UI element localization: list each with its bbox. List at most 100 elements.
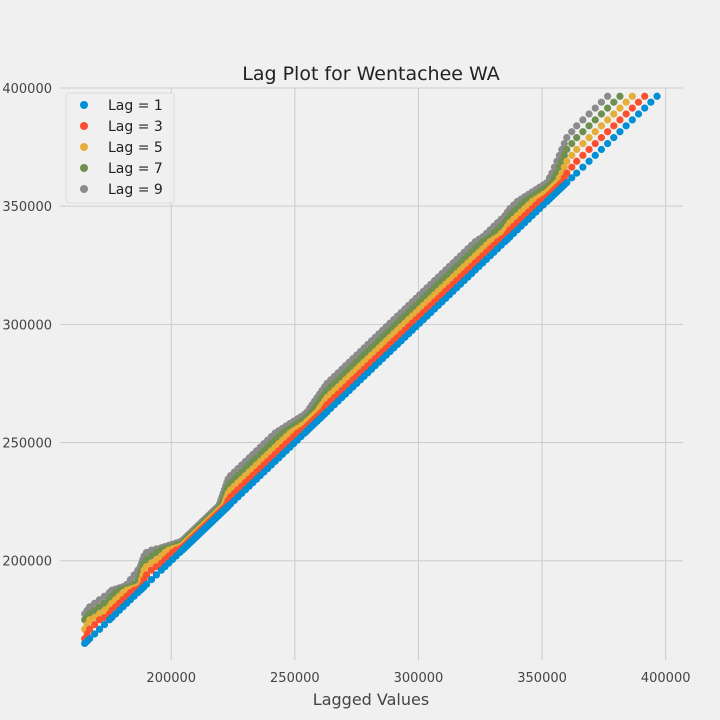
data-point (597, 122, 606, 130)
data-point (573, 145, 581, 154)
data-point (603, 92, 612, 100)
data-point (597, 145, 606, 154)
data-point (641, 104, 649, 112)
y-tick-label: 300000 (2, 318, 52, 333)
data-point (560, 151, 568, 159)
chart-title: Lag Plot for Wentachee WA (242, 63, 500, 85)
x-tick-label: 350000 (517, 671, 567, 686)
data-point (555, 163, 563, 171)
data-point (616, 116, 624, 124)
data-point (573, 134, 581, 142)
data-point (628, 92, 636, 100)
data-point (142, 580, 151, 588)
data-point (142, 571, 151, 579)
data-point (579, 151, 587, 159)
series-lag-1 (81, 92, 661, 648)
data-point (553, 157, 561, 165)
data-point (560, 163, 568, 171)
data-point (585, 134, 593, 142)
data-point (610, 134, 618, 142)
legend-box (65, 92, 175, 204)
data-point (579, 116, 587, 124)
data-point (622, 98, 630, 106)
data-point (628, 104, 636, 112)
y-tick-label: 250000 (2, 437, 52, 452)
data-point (563, 134, 571, 142)
legend: Lag = 1 Lag = 3 Lag = 5 Lag = 7 Lag = 9 (65, 92, 175, 204)
data-point (616, 128, 624, 136)
data-point (647, 98, 655, 106)
data-point (641, 92, 649, 100)
y-tick-label: 200000 (2, 555, 52, 570)
data-point (597, 134, 606, 142)
x-tick-label: 300000 (394, 671, 444, 686)
data-point (563, 157, 571, 165)
data-point (634, 98, 643, 106)
data-point (573, 157, 581, 165)
data-points (81, 92, 661, 648)
data-point (591, 151, 599, 159)
data-point (563, 145, 571, 154)
x-tick-label: 400000 (641, 671, 691, 686)
data-point (610, 98, 618, 106)
data-point (86, 625, 94, 633)
legend-label: Lag = 9 (108, 182, 163, 198)
data-point (152, 571, 161, 579)
x-tick-label: 200000 (146, 671, 196, 686)
data-point (100, 620, 109, 629)
legend-marker (80, 122, 88, 130)
legend-label: Lag = 3 (108, 119, 163, 135)
data-point (616, 104, 624, 112)
data-point (95, 625, 104, 633)
x-axis-label: Lagged Values (313, 690, 429, 709)
grid-lines (60, 87, 683, 660)
data-point (622, 110, 630, 118)
data-point (603, 128, 612, 136)
data-point (622, 122, 630, 130)
data-point (568, 174, 576, 182)
y-tick-label: 400000 (2, 82, 52, 97)
legend-marker (80, 143, 88, 151)
data-point (560, 139, 568, 148)
data-point (91, 620, 99, 629)
data-point (568, 128, 576, 136)
data-point (610, 110, 618, 118)
legend-label: Lag = 7 (108, 161, 163, 177)
data-point (550, 163, 559, 171)
data-point (591, 116, 599, 124)
legend-marker (80, 164, 88, 172)
y-tick-labels: 200000 250000 300000 350000 400000 (2, 82, 52, 570)
legend-label: Lag = 5 (108, 140, 163, 156)
data-point (610, 122, 618, 130)
data-point (147, 576, 156, 584)
data-point (591, 139, 599, 148)
data-point (616, 92, 624, 100)
data-point (585, 122, 593, 130)
data-point (568, 163, 576, 171)
data-point (585, 145, 593, 154)
data-point (91, 630, 99, 638)
data-point (591, 104, 599, 112)
data-point (603, 139, 612, 148)
data-point (579, 128, 587, 136)
data-point (585, 157, 593, 165)
data-point (634, 110, 643, 118)
data-point (579, 139, 587, 148)
data-point (603, 104, 612, 112)
data-point (568, 151, 576, 159)
data-point (591, 128, 599, 136)
data-point (573, 169, 581, 177)
data-point (597, 98, 606, 106)
y-tick-label: 350000 (2, 200, 52, 215)
legend-label: Lag = 1 (108, 98, 163, 114)
data-point (597, 110, 606, 118)
data-point (628, 116, 636, 124)
data-point (563, 178, 571, 187)
data-point (563, 169, 571, 177)
legend-marker (80, 185, 88, 193)
data-point (585, 110, 593, 118)
data-point (558, 145, 566, 154)
data-point (558, 157, 566, 165)
x-tick-label: 250000 (270, 671, 320, 686)
